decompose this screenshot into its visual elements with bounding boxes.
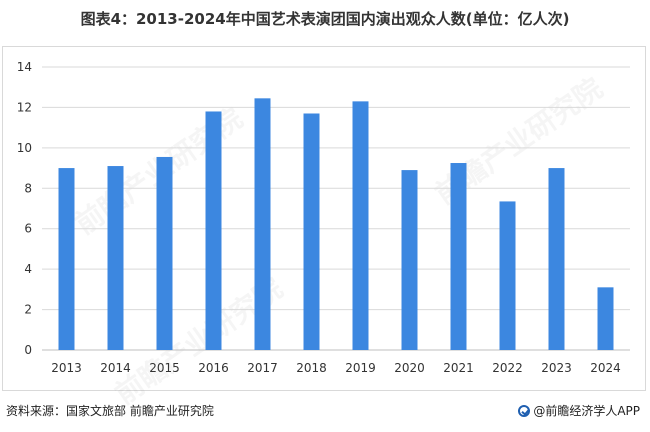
bar — [205, 111, 222, 350]
x-tick-label: 2019 — [345, 361, 376, 375]
x-tick-label: 2023 — [541, 361, 572, 375]
x-tick-label: 2021 — [443, 361, 474, 375]
y-tick-label: 0 — [24, 343, 32, 357]
bar — [450, 163, 467, 350]
bar — [352, 101, 369, 350]
y-tick-label: 2 — [24, 303, 32, 317]
y-tick-label: 10 — [17, 141, 32, 155]
x-tick-label: 2013 — [51, 361, 82, 375]
brand-label: @前瞻经济学人APP — [533, 404, 640, 418]
y-tick-label: 8 — [24, 181, 32, 195]
bar — [58, 168, 75, 350]
chart-title: 图表4：2013-2024年中国艺术表演团国内演出观众人数(单位：亿人次) — [80, 10, 570, 28]
y-tick-label: 4 — [24, 262, 32, 276]
bar — [107, 166, 124, 350]
bar — [254, 98, 271, 350]
brand-logo-icon — [518, 404, 531, 417]
x-tick-label: 2018 — [296, 361, 327, 375]
bar — [499, 201, 516, 350]
bar — [548, 168, 565, 350]
x-tick-label: 2016 — [198, 361, 229, 375]
source-note: 资料来源：国家文旅部 前瞻产业研究院 — [6, 404, 214, 418]
y-tick-label: 14 — [17, 60, 32, 74]
x-tick-label: 2024 — [590, 361, 621, 375]
bar — [156, 156, 173, 350]
x-tick-label: 2014 — [100, 361, 131, 375]
chart-frame — [2, 46, 646, 391]
y-tick-label: 12 — [17, 100, 32, 114]
bar — [597, 287, 614, 350]
x-tick-label: 2020 — [394, 361, 425, 375]
bar — [401, 170, 418, 350]
x-tick-label: 2022 — [492, 361, 523, 375]
brand-credit: @前瞻经济学人APP — [518, 402, 640, 419]
y-tick-label: 6 — [24, 222, 32, 236]
bar — [303, 113, 320, 350]
x-tick-label: 2015 — [149, 361, 180, 375]
x-tick-label: 2017 — [247, 361, 278, 375]
